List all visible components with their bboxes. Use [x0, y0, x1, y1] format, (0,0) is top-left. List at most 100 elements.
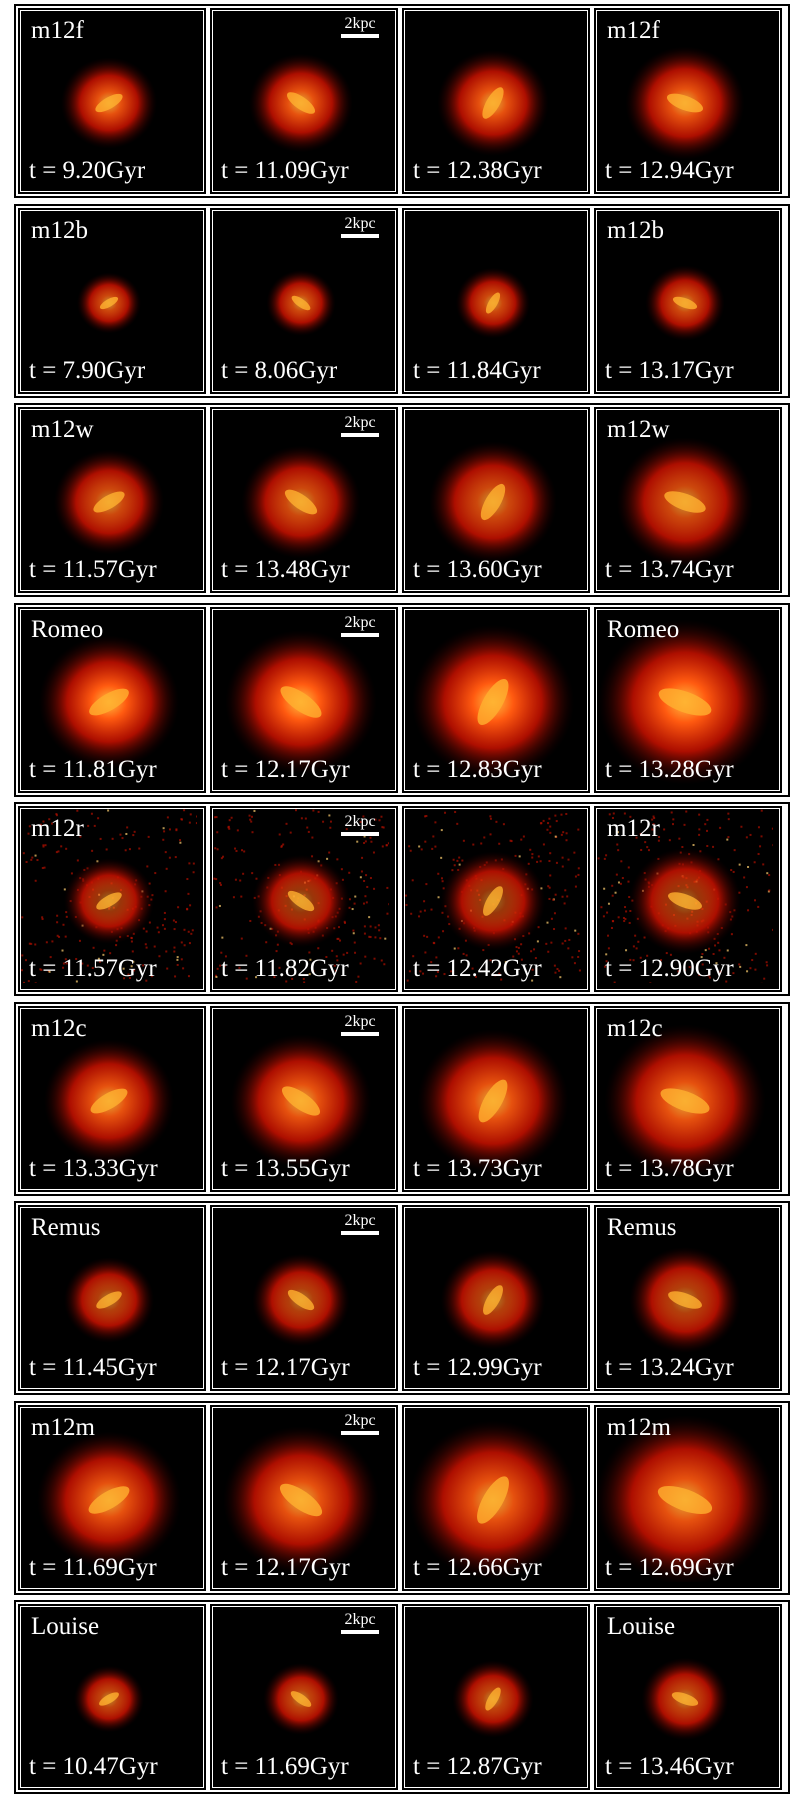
galaxy-panel: 2kpc t = 8.06Gyr — [210, 207, 398, 394]
galaxy-render — [437, 50, 549, 156]
galaxy-image: m12c t = 13.33Gyr — [21, 1008, 203, 1189]
galaxy-render — [629, 1246, 741, 1354]
galaxy-panel: t = 13.60Gyr — [402, 407, 590, 593]
galaxy-render — [74, 1665, 144, 1733]
galaxy-image: Louise t = 10.47Gyr — [21, 1607, 203, 1787]
galaxy-row: Romeo t = 11.81Gyr 2kpc t = 12.17Gyr t = 12.… — [14, 602, 790, 797]
time-label: t = 11.69Gyr — [221, 1753, 349, 1780]
scale-label: 2kpc — [344, 1611, 376, 1628]
time-label: t = 12.17Gyr — [221, 1354, 350, 1381]
galaxy-image: 2kpc t = 8.06Gyr — [213, 210, 395, 391]
galaxy-row: Louise t = 10.47Gyr 2kpc t = 11.69Gyr t = 12… — [14, 1600, 790, 1794]
galaxy-row: m12f t = 9.20Gyr 2kpc t = 11.09Gyr t = 12.38… — [14, 4, 790, 198]
galaxy-image: m12f t = 12.94Gyr — [597, 11, 779, 191]
time-label: t = 13.46Gyr — [605, 1753, 734, 1780]
scale-label: 2kpc — [344, 1212, 376, 1229]
galaxy-image: m12m t = 12.69Gyr — [597, 1407, 779, 1588]
galaxy-panel: Louise t = 13.46Gyr — [594, 1604, 782, 1790]
row-label: m12c — [31, 1014, 87, 1042]
galaxy-render — [409, 1420, 577, 1579]
galaxy-image: t = 12.83Gyr — [405, 609, 587, 790]
galaxy-panel: t = 12.42Gyr — [402, 806, 590, 992]
row-label: m12c — [607, 1014, 663, 1042]
galaxy-panel: m12w t = 13.74Gyr — [594, 407, 782, 593]
galaxy-panel: t = 12.99Gyr — [402, 1205, 590, 1391]
galaxy-render — [411, 624, 575, 779]
time-label: t = 13.28Gyr — [605, 755, 734, 783]
time-label: t = 10.47Gyr — [29, 1753, 158, 1780]
time-label: t = 13.60Gyr — [413, 556, 542, 583]
row-label: Louise — [31, 1613, 100, 1640]
galaxy-panel: m12m t = 12.69Gyr — [594, 1404, 782, 1591]
galaxy-panel: 2kpc t = 13.48Gyr — [210, 407, 398, 593]
galaxy-row: m12b t = 7.90Gyr 2kpc t = 8.06Gyr t = 11.84G… — [14, 203, 790, 398]
row-label: m12f — [607, 17, 660, 44]
galaxy-render — [598, 619, 772, 784]
galaxy-image: m12r t = 12.90Gyr — [597, 809, 779, 989]
galaxy-render — [597, 1414, 773, 1582]
galaxy-image: 2kpc t = 11.69Gyr — [213, 1607, 395, 1787]
scale-label: 2kpc — [344, 15, 376, 32]
galaxy-image: 2kpc t = 13.48Gyr — [213, 410, 395, 590]
time-label: t = 12.69Gyr — [605, 1553, 734, 1581]
galaxy-panel: Romeo t = 11.81Gyr — [18, 606, 206, 793]
galaxy-render — [455, 267, 531, 338]
galaxy-render — [417, 1028, 569, 1173]
galaxy-panel: t = 11.84Gyr — [402, 207, 590, 394]
time-label: t = 13.78Gyr — [605, 1154, 734, 1182]
galaxy-render — [405, 811, 581, 982]
row-label: Louise — [607, 1613, 676, 1640]
galaxy-row: Remus t = 11.45Gyr 2kpc t = 12.17Gyr t = 12.… — [14, 1201, 790, 1395]
galaxy-render — [213, 809, 389, 983]
scale-bar: 2kpc — [341, 1412, 379, 1435]
galaxy-render — [249, 53, 353, 153]
galaxy-render — [641, 1657, 729, 1741]
galaxy-image: t = 12.38Gyr — [405, 11, 587, 191]
galaxy-image: 2kpc t = 13.55Gyr — [213, 1008, 395, 1189]
galaxy-panel: m12r t = 11.57Gyr — [18, 806, 206, 992]
time-label: t = 11.45Gyr — [29, 1354, 157, 1381]
galaxy-image: t = 12.42Gyr — [405, 809, 587, 989]
galaxy-render — [39, 635, 179, 768]
galaxy-panel: m12w t = 11.57Gyr — [18, 407, 206, 593]
time-label: t = 13.33Gyr — [29, 1154, 158, 1182]
time-label: t = 8.06Gyr — [221, 356, 338, 384]
row-label: m12f — [31, 17, 84, 44]
galaxy-image: m12r t = 11.57Gyr — [21, 809, 203, 989]
row-label: Remus — [607, 1214, 677, 1241]
galaxy-render — [429, 441, 557, 563]
galaxy-render — [230, 1033, 372, 1168]
galaxy-image: m12m t = 11.69Gyr — [21, 1407, 203, 1588]
galaxy-image: t = 13.73Gyr — [405, 1008, 587, 1189]
galaxy-panel: 2kpc t = 11.82Gyr — [210, 806, 398, 992]
scale-label: 2kpc — [344, 1012, 376, 1030]
scale-line — [341, 34, 379, 38]
time-label: t = 11.82Gyr — [221, 955, 349, 982]
galaxy-panel: 2kpc t = 13.55Gyr — [210, 1005, 398, 1192]
galaxy-panel: Remus t = 11.45Gyr — [18, 1205, 206, 1391]
galaxy-image: 2kpc t = 12.17Gyr — [213, 1407, 395, 1588]
time-label: t = 12.42Gyr — [413, 955, 542, 982]
galaxy-render — [616, 437, 754, 567]
galaxy-render — [440, 1250, 546, 1350]
time-label: t = 12.83Gyr — [413, 755, 542, 783]
scale-line — [341, 632, 379, 637]
galaxy-render — [266, 269, 336, 336]
time-label: t = 11.81Gyr — [29, 755, 157, 783]
galaxy-image: m12b t = 13.17Gyr — [597, 210, 779, 391]
scale-line — [341, 1031, 379, 1036]
galaxy-image: Romeo t = 13.28Gyr — [597, 609, 779, 790]
galaxy-render — [44, 1038, 174, 1163]
time-label: t = 13.73Gyr — [413, 1154, 542, 1182]
row-label: m12m — [607, 1413, 671, 1441]
galaxy-image: t = 13.60Gyr — [405, 410, 587, 590]
galaxy-render — [252, 1253, 350, 1347]
galaxy-panel: m12f t = 9.20Gyr — [18, 8, 206, 194]
scale-line — [341, 832, 379, 836]
galaxy-render — [21, 809, 197, 983]
galaxy-panel: m12b t = 7.90Gyr — [18, 207, 206, 394]
row-label: m12b — [607, 216, 664, 244]
time-label: t = 11.57Gyr — [29, 955, 157, 982]
galaxy-panel: 2kpc t = 12.17Gyr — [210, 606, 398, 793]
galaxy-image: 2kpc t = 12.17Gyr — [213, 609, 395, 790]
